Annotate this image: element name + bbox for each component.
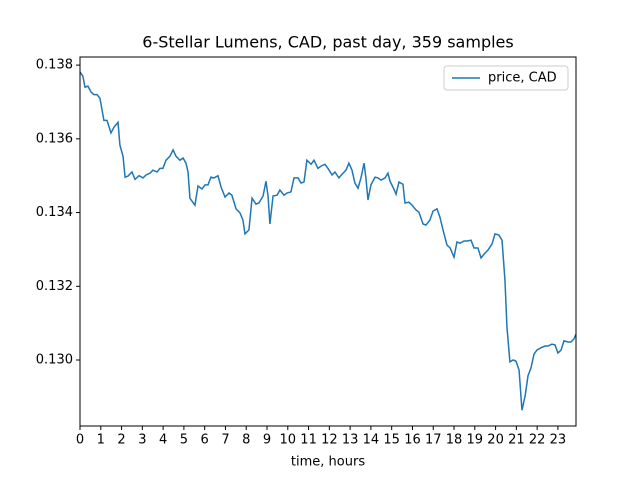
- x-tick-label: 11: [300, 433, 317, 448]
- x-tick-label: 4: [159, 433, 167, 448]
- x-tick-label: 0: [76, 433, 84, 448]
- y-tick-label: 0.136: [36, 131, 73, 146]
- x-tick-label: 5: [180, 433, 188, 448]
- x-tick-label: 10: [280, 433, 297, 448]
- x-tick-label: 12: [321, 433, 338, 448]
- x-tick-label: 1: [97, 433, 105, 448]
- x-axis-label: time, hours: [291, 455, 365, 470]
- x-tick-label: 2: [117, 433, 125, 448]
- x-tick-label: 6: [201, 433, 209, 448]
- x-tick-label: 21: [508, 433, 525, 448]
- y-tick-label: 0.138: [36, 58, 73, 73]
- x-tick-label: 8: [242, 433, 250, 448]
- x-tick-label: 23: [550, 433, 567, 448]
- plot-frame: [79, 56, 577, 427]
- x-tick-label: 3: [138, 433, 146, 448]
- x-tick-label: 9: [263, 433, 271, 448]
- y-tick-label: 0.130: [36, 353, 73, 368]
- x-tick-label: 16: [404, 433, 421, 448]
- legend-box: [443, 65, 569, 91]
- x-tick-label: 20: [487, 433, 504, 448]
- x-tick-label: 17: [425, 433, 442, 448]
- y-tick-label: 0.132: [36, 279, 73, 294]
- y-tick-label: 0.134: [36, 205, 73, 220]
- x-tick-label: 14: [363, 433, 380, 448]
- x-tick-label: 13: [342, 433, 359, 448]
- x-tick-label: 19: [467, 433, 484, 448]
- legend-label: price, CAD: [488, 71, 557, 86]
- x-tick-label: 22: [529, 433, 546, 448]
- line-series: [80, 71, 576, 411]
- chart-title: 6-Stellar Lumens, CAD, past day, 359 sam…: [142, 33, 513, 52]
- x-tick-label: 7: [221, 433, 229, 448]
- x-tick-label: 18: [446, 433, 463, 448]
- x-tick-label: 15: [383, 433, 400, 448]
